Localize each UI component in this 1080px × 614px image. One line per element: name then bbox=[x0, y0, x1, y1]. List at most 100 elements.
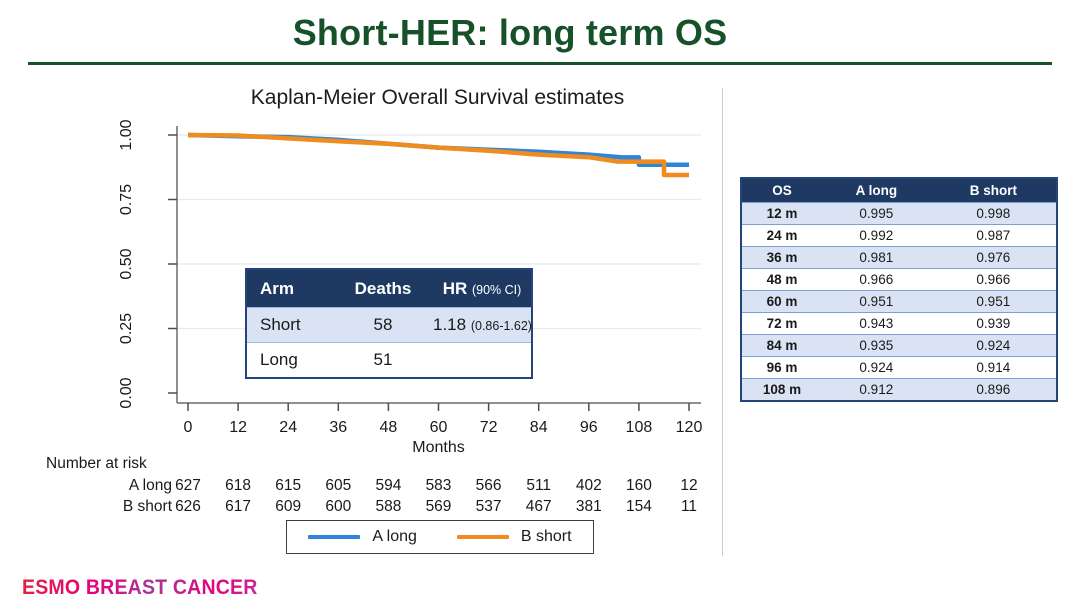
os-table-row: 84 m 0.935 0.924 bbox=[741, 334, 1057, 357]
hr-inset-header-deaths: Deaths bbox=[354, 278, 412, 298]
x-axis-label: Months bbox=[412, 439, 464, 456]
os-estimate: 0.981 bbox=[822, 246, 931, 269]
os-timepoint: 48 m bbox=[741, 268, 822, 291]
os-estimate: 0.924 bbox=[930, 334, 1057, 357]
risk-count: 594 bbox=[375, 477, 402, 494]
km-curve-b-short bbox=[187, 132, 689, 178]
x-tick-label: 96 bbox=[580, 419, 598, 436]
os-table-header-row: OS A long B short bbox=[741, 178, 1057, 203]
os-estimate: 0.966 bbox=[930, 268, 1057, 291]
hr-inset-table: Arm Deaths HR (90% CI) Short 58 1.18 (0.… bbox=[245, 268, 533, 379]
hr-short: 1.18 (0.86-1.62) bbox=[433, 315, 532, 335]
os-timepoint: 60 m bbox=[741, 290, 822, 313]
kaplan-meier-chart: 0.00 0.25 0.50 0.75 1.00 0 12 24 36 48 60 72 84 96 108… bbox=[118, 119, 702, 456]
risk-count: 627 bbox=[175, 477, 201, 494]
x-tick-label: 60 bbox=[430, 419, 448, 436]
hr-inset-header-row: Arm Deaths HR (90% CI) bbox=[247, 270, 531, 307]
os-table-row: 36 m 0.981 0.976 bbox=[741, 246, 1057, 269]
risk-count: 537 bbox=[475, 498, 502, 515]
os-timepoint: 108 m bbox=[741, 378, 822, 401]
os-table-row: 108 m 0.912 0.896 bbox=[741, 378, 1057, 401]
x-tick-label: 84 bbox=[530, 419, 548, 436]
vertical-divider bbox=[722, 88, 723, 556]
os-header-a-long: A long bbox=[822, 178, 931, 203]
os-table-row: 12 m 0.995 0.998 bbox=[741, 202, 1057, 225]
y-tick-label: 0.25 bbox=[118, 313, 135, 344]
legend-item-a-long: A long bbox=[308, 528, 417, 546]
os-estimate: 0.976 bbox=[930, 246, 1057, 269]
y-tick-label: 0.75 bbox=[118, 184, 135, 215]
risk-count: 618 bbox=[225, 477, 252, 494]
risk-values-a-long: 627 618 615 605 594 583 566 511 402 160 12 bbox=[0, 477, 720, 495]
os-estimates-table: OS A long B short 12 m 0.995 0.998 24 m 0.99… bbox=[740, 177, 1058, 402]
title-underline-rule bbox=[28, 62, 1052, 65]
os-timepoint: 24 m bbox=[741, 224, 822, 247]
chart-title: Kaplan-Meier Overall Survival estimates bbox=[250, 86, 625, 109]
risk-count: 588 bbox=[375, 498, 402, 515]
os-table-row: 24 m 0.992 0.987 bbox=[741, 224, 1057, 247]
x-tick-label: 24 bbox=[279, 419, 297, 436]
hr-inset-row-short: Short 58 1.18 (0.86-1.62) bbox=[247, 307, 532, 342]
risk-count: 402 bbox=[575, 477, 602, 494]
os-estimate: 0.995 bbox=[822, 202, 931, 225]
os-estimate: 0.943 bbox=[822, 312, 931, 335]
os-timepoint: 84 m bbox=[741, 334, 822, 357]
risk-count: 615 bbox=[275, 477, 302, 494]
chart-legend: A long B short bbox=[286, 520, 594, 554]
os-estimate: 0.951 bbox=[930, 290, 1057, 313]
os-table-row: 96 m 0.924 0.914 bbox=[741, 356, 1057, 379]
risk-count: 160 bbox=[625, 477, 652, 494]
os-timepoint: 36 m bbox=[741, 246, 822, 269]
risk-count: 566 bbox=[475, 477, 502, 494]
deaths-long: 51 bbox=[373, 350, 393, 369]
y-tick-label: 1.00 bbox=[118, 119, 135, 150]
x-tick-label: 48 bbox=[380, 419, 398, 436]
risk-count: 511 bbox=[526, 477, 552, 494]
arm-long: Long bbox=[260, 350, 298, 369]
os-estimate: 0.912 bbox=[822, 378, 931, 401]
os-table-row: 48 m 0.966 0.966 bbox=[741, 268, 1057, 291]
risk-count: 381 bbox=[575, 498, 602, 515]
os-timepoint: 12 m bbox=[741, 202, 822, 225]
risk-count: 467 bbox=[525, 498, 552, 515]
os-timepoint: 96 m bbox=[741, 356, 822, 379]
risk-count: 569 bbox=[425, 498, 452, 515]
risk-count: 12 bbox=[680, 477, 698, 494]
y-tick-label: 0.00 bbox=[118, 377, 135, 408]
page-title: Short-HER: long term OS bbox=[292, 12, 728, 53]
risk-count: 583 bbox=[425, 477, 452, 494]
hr-inset-header-arm: Arm bbox=[260, 278, 295, 298]
x-tick-label: 0 bbox=[184, 419, 193, 436]
os-estimate: 0.966 bbox=[822, 268, 931, 291]
os-estimate: 0.987 bbox=[930, 224, 1057, 247]
os-estimate: 0.896 bbox=[930, 378, 1057, 401]
risk-count: 605 bbox=[325, 477, 352, 494]
hr-ci-label: (90% CI) bbox=[471, 282, 522, 297]
os-header-b-short: B short bbox=[930, 178, 1057, 203]
hr-value: 1.18 bbox=[433, 315, 467, 334]
os-table-row: 60 m 0.951 0.951 bbox=[741, 290, 1057, 313]
legend-label-a-long: A long bbox=[372, 528, 417, 545]
legend-swatch-b-short bbox=[456, 535, 509, 539]
os-estimate: 0.998 bbox=[930, 202, 1057, 225]
risk-label-b-short: B short bbox=[122, 498, 172, 515]
hr-ci-value: (0.86-1.62) bbox=[470, 319, 532, 333]
risk-count: 609 bbox=[275, 498, 302, 515]
x-tick-label: 108 bbox=[626, 419, 653, 436]
deaths-short: 58 bbox=[373, 315, 393, 334]
os-estimate: 0.992 bbox=[822, 224, 931, 247]
risk-values-b-short: 626 617 609 600 588 569 537 467 381 154 11 bbox=[0, 498, 720, 516]
os-estimate: 0.935 bbox=[822, 334, 931, 357]
x-tick-label: 72 bbox=[480, 419, 498, 436]
risk-count: 600 bbox=[325, 498, 352, 515]
number-at-risk-title: Number at risk bbox=[46, 455, 147, 472]
hr-label: HR bbox=[442, 278, 468, 298]
os-header-os: OS bbox=[741, 178, 822, 203]
x-tick-label: 36 bbox=[329, 419, 347, 436]
legend-swatch-a-long bbox=[308, 535, 361, 539]
arm-short: Short bbox=[260, 315, 301, 334]
os-timepoint: 72 m bbox=[741, 312, 822, 335]
legend-item-b-short: B short bbox=[456, 528, 572, 546]
os-estimate: 0.914 bbox=[930, 356, 1057, 379]
